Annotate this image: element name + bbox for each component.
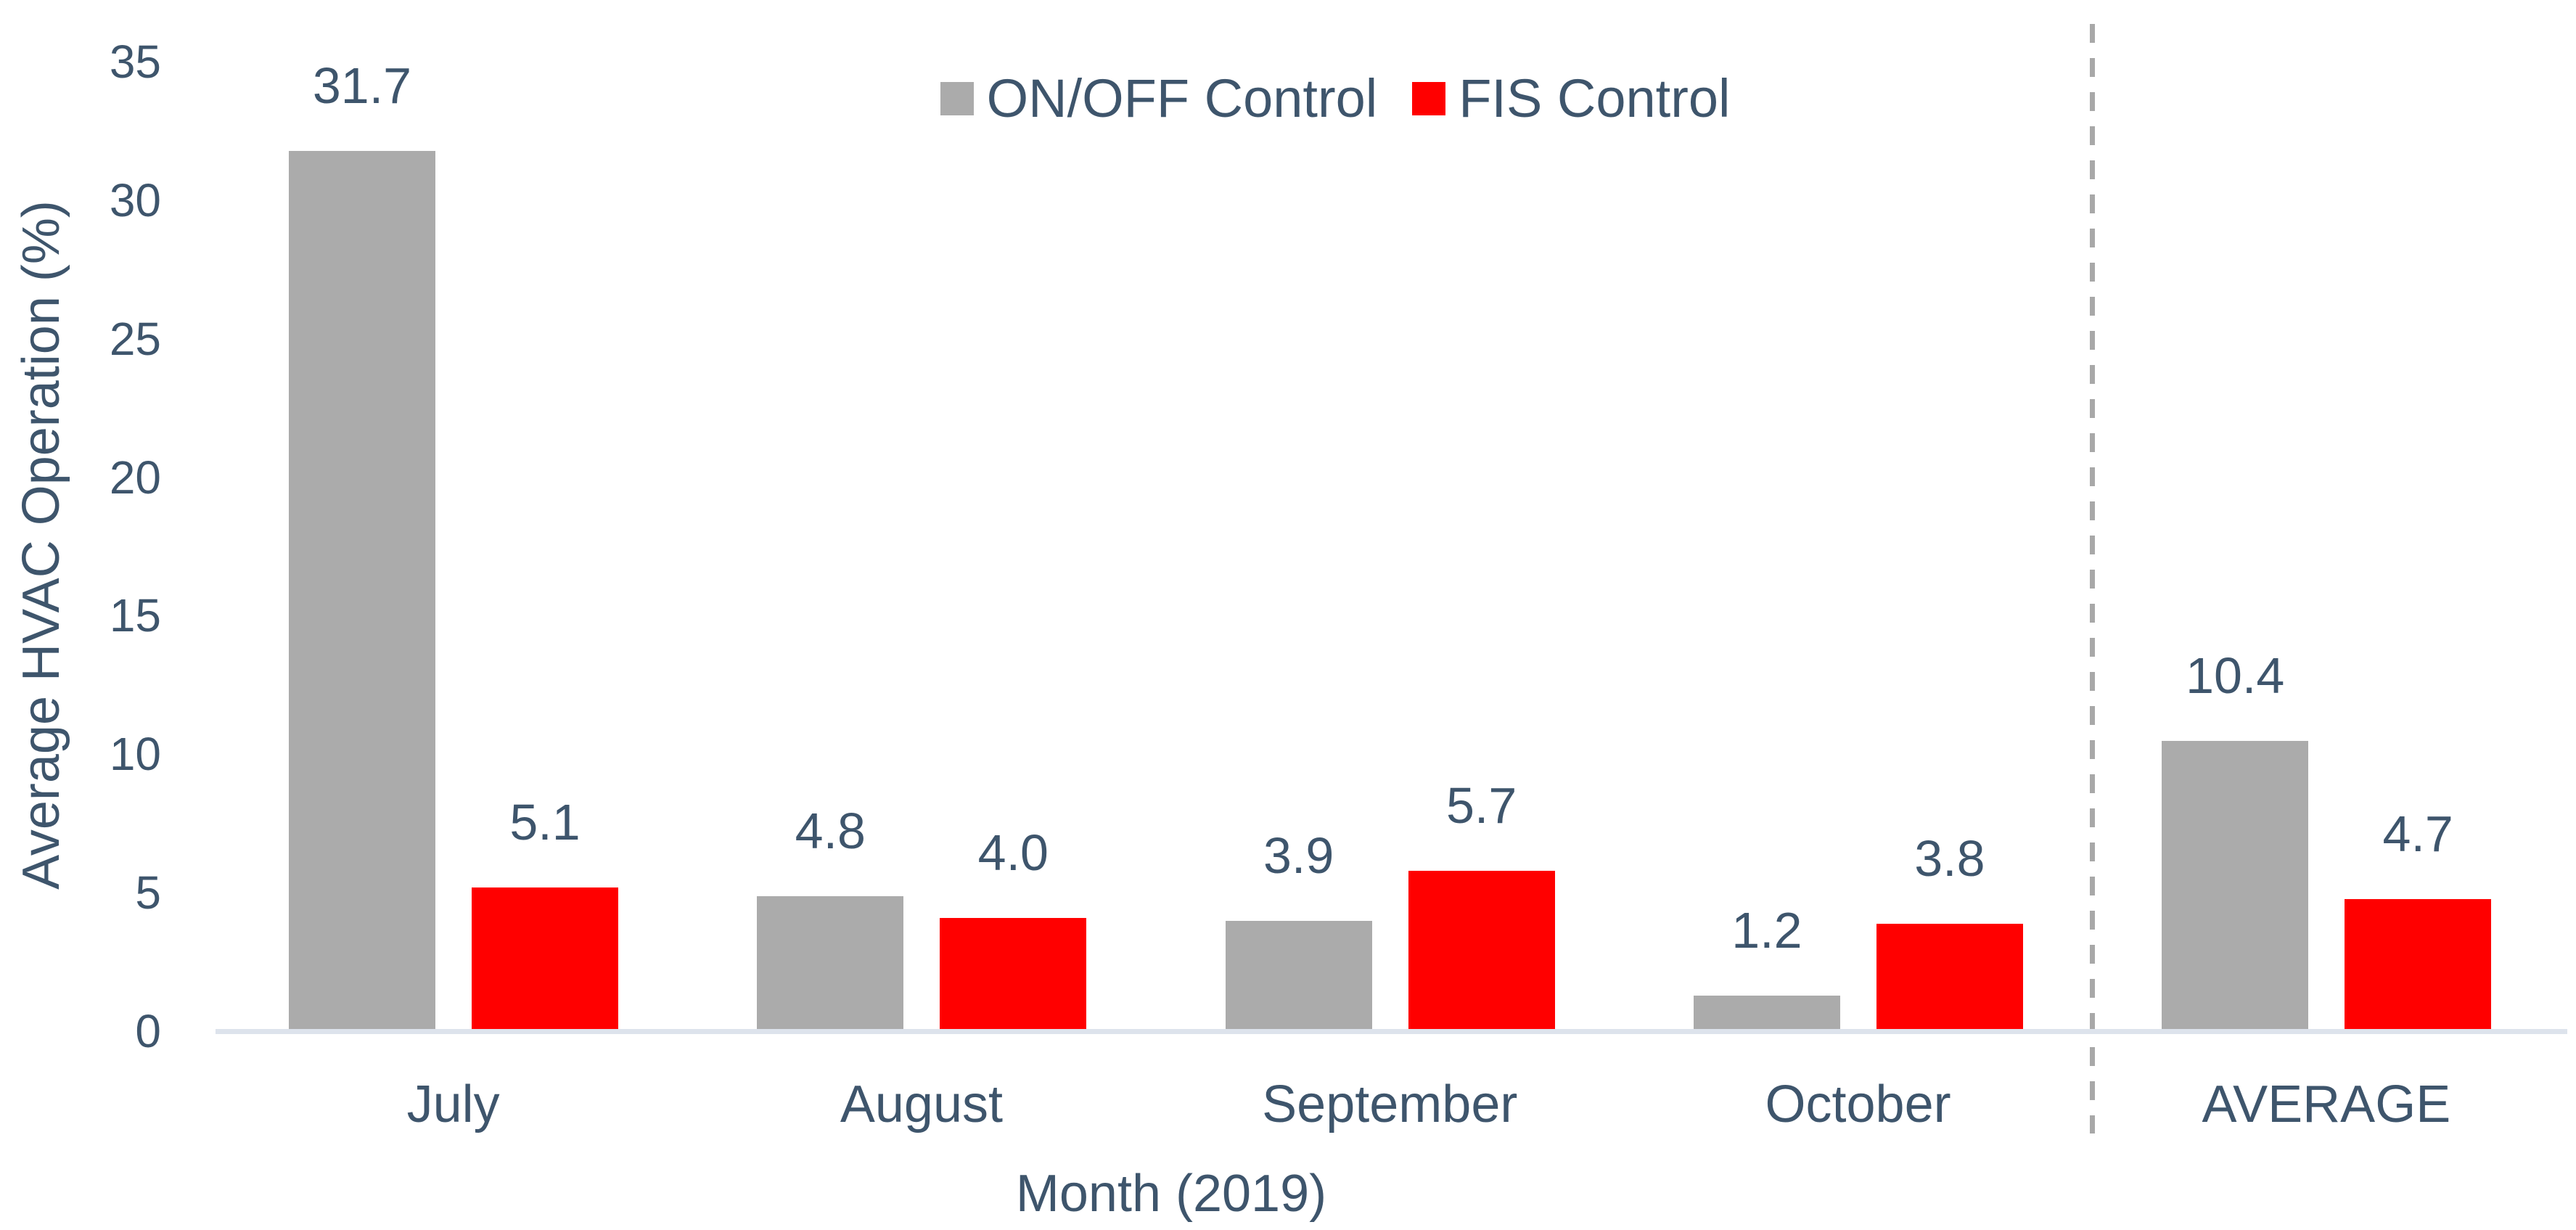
y-axis-title: Average HVAC Operation (%) (12, 200, 70, 890)
legend-swatch-red (1412, 82, 1446, 115)
bar-fis-control-august (940, 918, 1087, 1029)
bar-value-label: 5.7 (1445, 777, 1517, 835)
bar-fis-control-september (1408, 871, 1555, 1029)
legend-label-fis-control: FIS Control (1459, 68, 1731, 128)
bar-on-off-control-august (757, 895, 904, 1029)
x-category-label-july: July (406, 1075, 500, 1133)
bar-value-label: 10.4 (2186, 647, 2285, 705)
y-tick-label: 10 (109, 728, 161, 781)
bar-value-label: 3.9 (1263, 827, 1334, 885)
average-separator-dashed-line (2090, 24, 2095, 1133)
bar-on-off-control-average (2162, 741, 2309, 1029)
bar-fis-control-july (472, 887, 618, 1029)
y-tick-label: 30 (109, 173, 161, 226)
y-tick-label: 5 (135, 866, 161, 919)
x-category-label-average: AVERAGE (2202, 1075, 2451, 1133)
x-category-label-september: September (1262, 1075, 1518, 1133)
y-tick-label: 35 (109, 36, 161, 89)
bar-value-label: 5.1 (509, 794, 581, 851)
bar-on-off-control-october (1693, 996, 1840, 1029)
y-tick-label: 0 (135, 1005, 161, 1057)
bar-value-label: 1.2 (1731, 902, 1802, 959)
bar-on-off-control-september (1225, 921, 1372, 1029)
legend-swatch-gray (940, 82, 974, 115)
legend: ON/OFF Control FIS Control (47, 68, 2576, 129)
bar-fis-control-october (1876, 923, 2023, 1029)
x-category-label-october: October (1765, 1075, 1951, 1133)
legend-item-onoff-control: ON/OFF Control (940, 68, 1378, 128)
y-tick-label: 20 (109, 451, 161, 504)
y-tick-label: 25 (109, 312, 161, 365)
x-axis-title: Month (2019) (1015, 1165, 1327, 1223)
bar-value-label: 3.8 (1914, 829, 1985, 887)
legend-item-fis-control: FIS Control (1412, 72, 1730, 126)
bar-value-label: 31.7 (312, 57, 412, 115)
x-axis-baseline (216, 1029, 2567, 1034)
bar-value-label: 4.7 (2382, 805, 2453, 862)
x-category-label-august: August (840, 1075, 1004, 1133)
bar-on-off-control-july (289, 151, 435, 1029)
y-tick-label: 15 (109, 589, 161, 642)
bar-value-label: 4.8 (795, 802, 866, 859)
bar-value-label: 4.0 (977, 824, 1049, 882)
bar-fis-control-average (2345, 898, 2492, 1029)
legend-label-onoff-control: ON/OFF Control (986, 68, 1378, 128)
